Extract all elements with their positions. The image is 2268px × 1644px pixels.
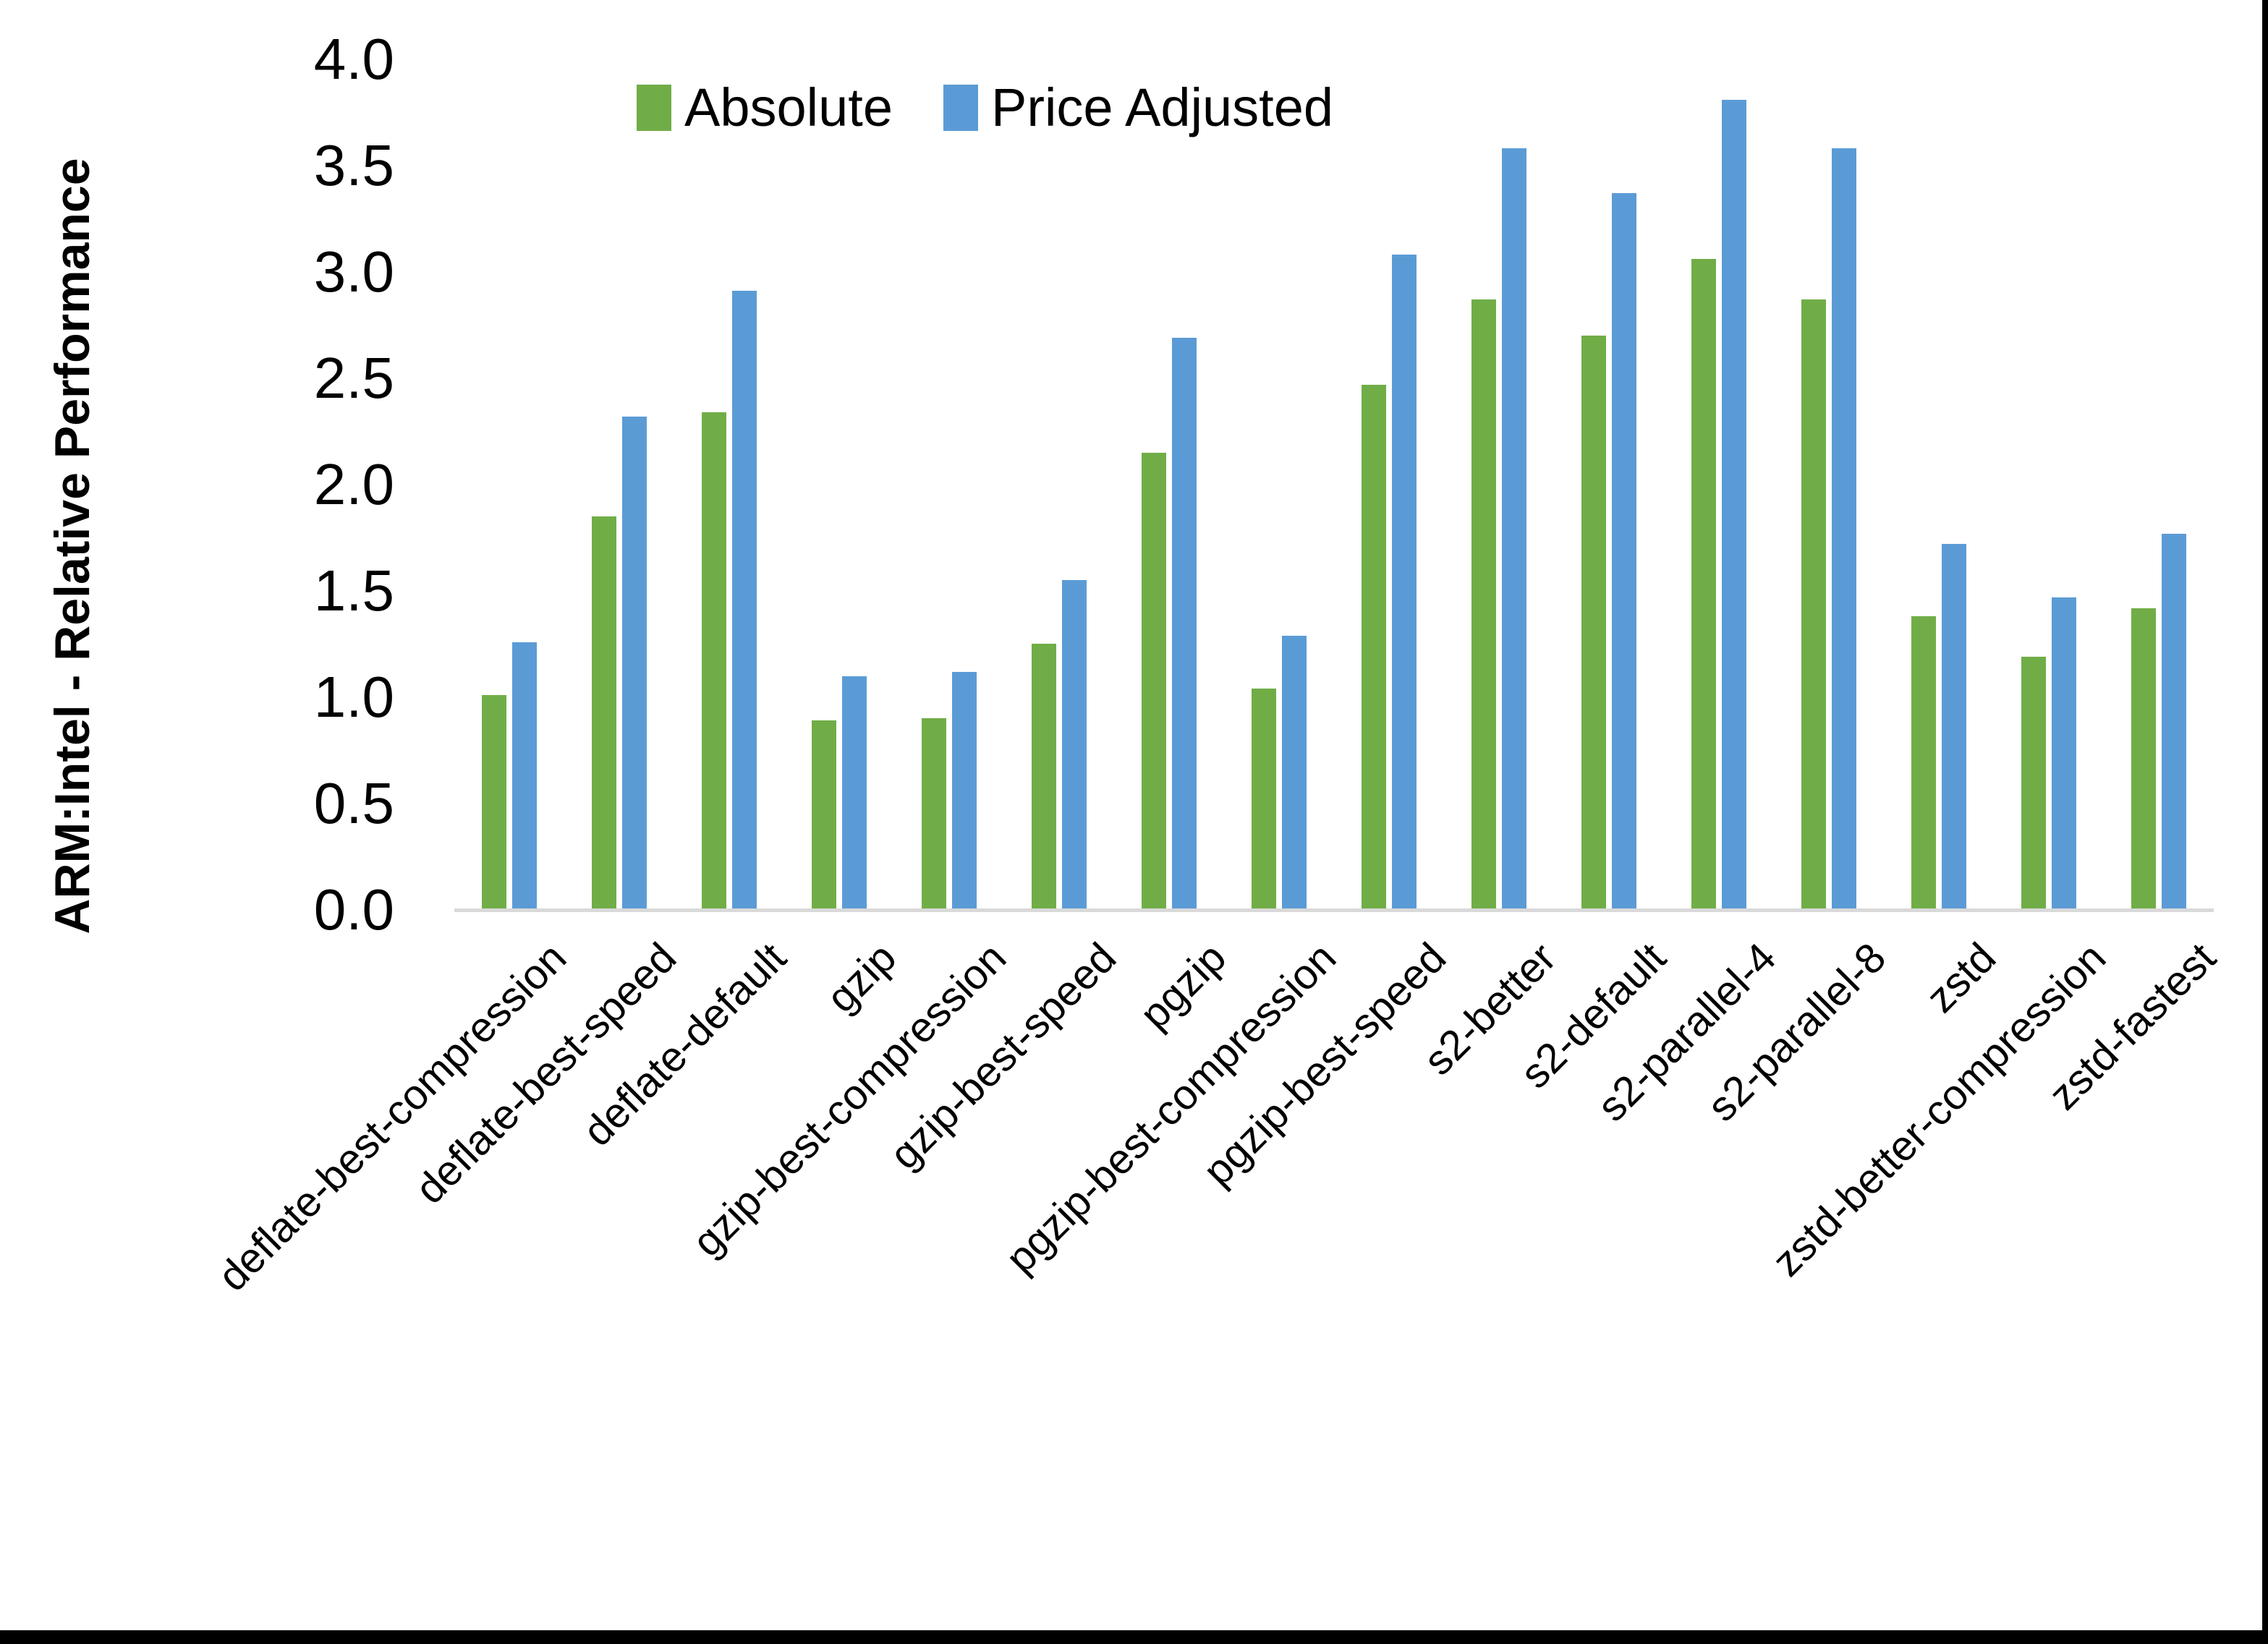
bar-price-adjusted-gzip bbox=[842, 676, 867, 910]
y-tick-label-1.5: 1.5 bbox=[313, 558, 394, 623]
bar-absolute-pgzip-best-compression bbox=[1252, 689, 1276, 910]
x-axis-label-zstd: zstd bbox=[1917, 934, 2005, 1022]
y-tick-label-3.0: 3.0 bbox=[313, 239, 394, 304]
legend-label-absolute: Absolute bbox=[684, 77, 893, 137]
bar-absolute-s2-parallel-8 bbox=[1801, 299, 1826, 910]
bar-absolute-zstd-better-compression bbox=[2021, 657, 2046, 910]
y-tick-label-0.0: 0.0 bbox=[313, 877, 394, 942]
legend-label-price-adjusted: Price Adjusted bbox=[990, 77, 1334, 137]
bar-price-adjusted-zstd bbox=[1942, 544, 1966, 910]
y-tick-label-3.5: 3.5 bbox=[313, 133, 394, 197]
window-bottom-border bbox=[0, 1630, 2268, 1644]
bar-price-adjusted-s2-better bbox=[1502, 148, 1526, 910]
y-tick-label-2.0: 2.0 bbox=[313, 452, 394, 516]
bar-price-adjusted-deflate-best-compression bbox=[512, 642, 537, 910]
legend-swatch-price-adjusted bbox=[943, 85, 978, 131]
bar-absolute-deflate-default bbox=[702, 412, 726, 910]
bar-price-adjusted-gzip-best-speed bbox=[1062, 580, 1087, 910]
y-tick-label-2.5: 2.5 bbox=[313, 346, 394, 410]
bar-absolute-s2-default bbox=[1581, 336, 1606, 910]
legend: Absolute Price Adjusted bbox=[637, 81, 1333, 135]
bar-absolute-pgzip bbox=[1142, 453, 1166, 910]
bar-price-adjusted-s2-parallel-8 bbox=[1832, 148, 1856, 910]
bar-price-adjusted-pgzip-best-speed bbox=[1392, 255, 1417, 910]
bar-price-adjusted-pgzip-best-compression bbox=[1282, 636, 1307, 910]
y-tick-label-1.0: 1.0 bbox=[313, 665, 394, 729]
x-axis-line bbox=[454, 908, 2214, 912]
bar-price-adjusted-deflate-best-speed bbox=[622, 417, 647, 910]
bar-price-adjusted-pgzip bbox=[1172, 338, 1197, 910]
bar-price-adjusted-s2-parallel-4 bbox=[1722, 100, 1746, 910]
window-right-border bbox=[2262, 0, 2268, 1644]
bar-absolute-zstd bbox=[1911, 616, 1936, 910]
x-axis-label-gzip: gzip bbox=[817, 934, 906, 1022]
legend-swatch-absolute bbox=[637, 85, 671, 131]
bar-absolute-deflate-best-compression bbox=[482, 695, 506, 910]
x-axis-label-pgzip: pgzip bbox=[1131, 934, 1236, 1039]
bar-absolute-s2-parallel-4 bbox=[1691, 259, 1716, 910]
legend-item-absolute: Absolute bbox=[637, 81, 893, 135]
y-axis-title: ARM:Intel - Relative Performance bbox=[45, 158, 100, 934]
bar-absolute-deflate-best-speed bbox=[592, 516, 616, 910]
bar-price-adjusted-deflate-default bbox=[732, 291, 757, 910]
y-tick-label-0.5: 0.5 bbox=[313, 771, 394, 835]
y-tick-label-4.0: 4.0 bbox=[313, 27, 394, 91]
bar-price-adjusted-zstd-fastest bbox=[2162, 534, 2186, 910]
bar-absolute-gzip bbox=[812, 720, 836, 910]
bar-absolute-gzip-best-compression bbox=[922, 718, 946, 910]
bar-absolute-pgzip-best-speed bbox=[1362, 385, 1386, 910]
bar-absolute-s2-better bbox=[1471, 299, 1496, 910]
bar-price-adjusted-gzip-best-compression bbox=[952, 672, 977, 910]
bar-price-adjusted-zstd-better-compression bbox=[2052, 597, 2076, 910]
bar-absolute-zstd-fastest bbox=[2131, 608, 2156, 910]
bar-price-adjusted-s2-default bbox=[1612, 193, 1636, 910]
legend-item-price-adjusted: Price Adjusted bbox=[943, 81, 1333, 135]
bar-absolute-gzip-best-speed bbox=[1032, 644, 1056, 910]
